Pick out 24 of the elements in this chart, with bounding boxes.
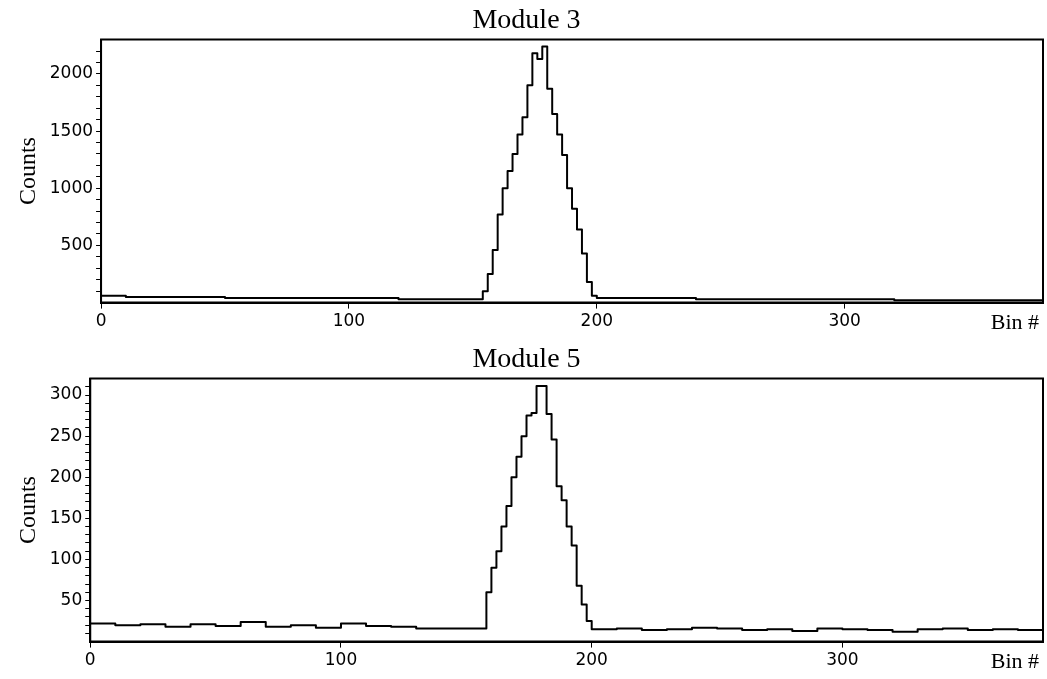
y-axis-title: Counts: [13, 476, 40, 545]
x-tick-label: 200: [580, 310, 614, 331]
y-tick-label: 2000: [49, 62, 94, 83]
chart-title: Module 5: [472, 342, 581, 374]
y-tick-label: 100: [49, 547, 83, 568]
y-tick-label: 500: [60, 233, 94, 254]
y-tick-label: 150: [49, 506, 83, 527]
y-tick-label: 250: [49, 424, 83, 445]
x-tick-label: 300: [826, 649, 859, 670]
x-tick-label: 0: [84, 649, 96, 670]
y-tick-label: 50: [60, 588, 83, 609]
x-axis-title: Bin #: [990, 648, 1039, 674]
y-axis-title: Counts: [13, 137, 40, 206]
x-tick-label: 200: [575, 649, 608, 670]
y-tick-label: 1500: [49, 119, 94, 140]
x-axis-title: Bin #: [990, 309, 1039, 335]
x-tick-label: 100: [324, 649, 358, 670]
x-tick-label: 100: [332, 310, 366, 331]
y-tick-label: 1000: [49, 176, 94, 197]
y-tick-label: 300: [49, 383, 83, 404]
y-tick-label: 200: [49, 465, 83, 486]
chart-title: Module 3: [472, 3, 581, 35]
x-tick-label: 0: [95, 310, 107, 331]
x-tick-label: 300: [828, 310, 861, 331]
